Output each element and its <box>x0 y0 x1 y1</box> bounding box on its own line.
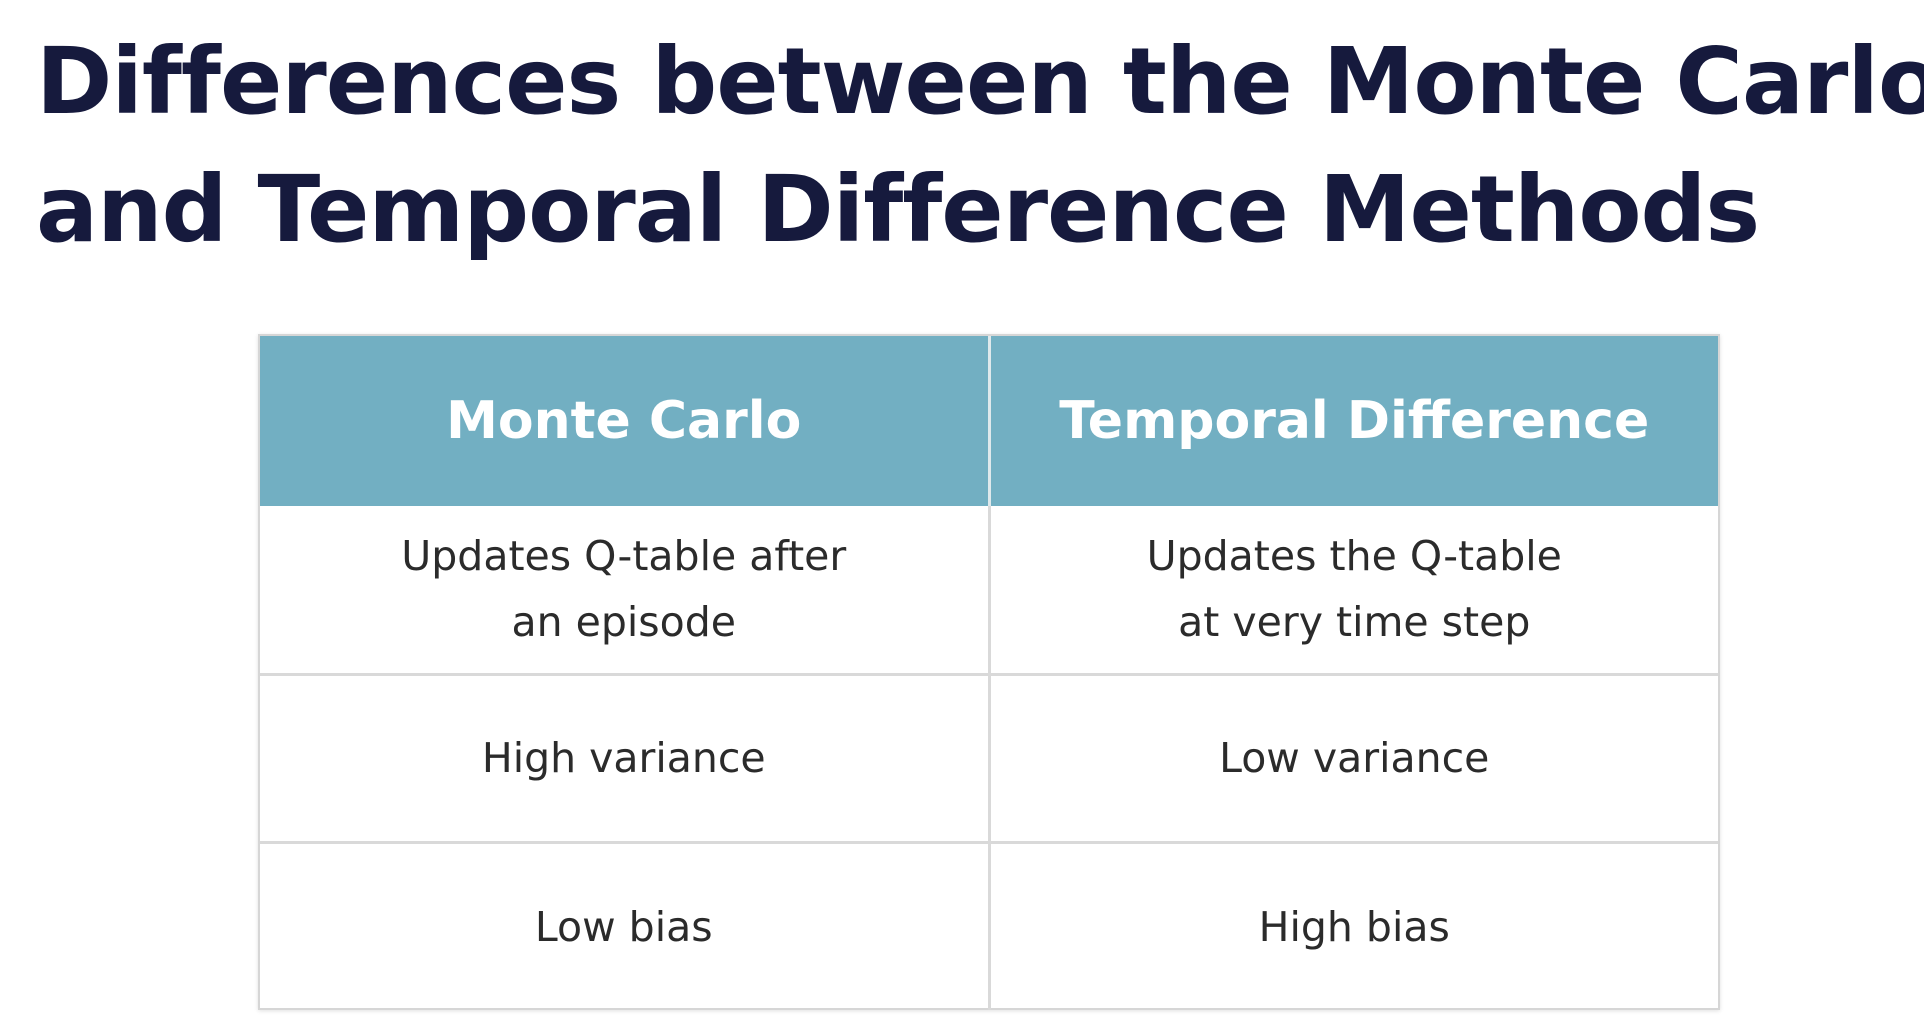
comparison-table: Monte Carlo Temporal Difference Updates … <box>260 336 1718 1010</box>
cell-line: Updates Q-table after <box>401 532 847 581</box>
cell-temporal-difference-update: Updates the Q-table at very time step <box>989 506 1718 674</box>
table-row: High variance Low variance <box>260 672 1718 842</box>
header-temporal-difference: Temporal Difference <box>989 336 1718 506</box>
table-header: Monte Carlo Temporal Difference <box>260 336 1718 506</box>
cell-monte-carlo-bias: Low bias <box>260 840 991 1010</box>
cell-monte-carlo-update: Updates Q-table after an episode <box>260 506 991 674</box>
table-header-row: Monte Carlo Temporal Difference <box>260 336 1718 506</box>
cell-line: High bias <box>1258 902 1450 951</box>
table-body: Updates Q-table after an episode Updates… <box>260 506 1718 1010</box>
table-row: Low bias High bias <box>260 840 1718 1010</box>
comparison-table-container: Monte Carlo Temporal Difference Updates … <box>258 334 1720 1010</box>
slide-title: Differences between the Monte Carlo and … <box>36 18 1924 274</box>
cell-temporal-difference-bias: High bias <box>989 840 1718 1010</box>
cell-monte-carlo-variance: High variance <box>260 672 991 842</box>
cell-temporal-difference-variance: Low variance <box>989 672 1718 842</box>
table-row: Updates Q-table after an episode Updates… <box>260 506 1718 674</box>
slide-title-line-1: Differences between the Monte Carlo <box>36 28 1924 135</box>
cell-line: Low variance <box>1219 734 1490 782</box>
cell-line: an episode <box>511 598 736 647</box>
cell-line: Updates the Q-table <box>1146 532 1562 581</box>
slide-title-line-2: and Temporal Difference Methods <box>36 156 1760 263</box>
cell-line: High variance <box>481 734 766 782</box>
cell-line: at very time step <box>1178 598 1531 647</box>
cell-line: Low bias <box>534 902 713 951</box>
header-monte-carlo: Monte Carlo <box>260 336 991 506</box>
